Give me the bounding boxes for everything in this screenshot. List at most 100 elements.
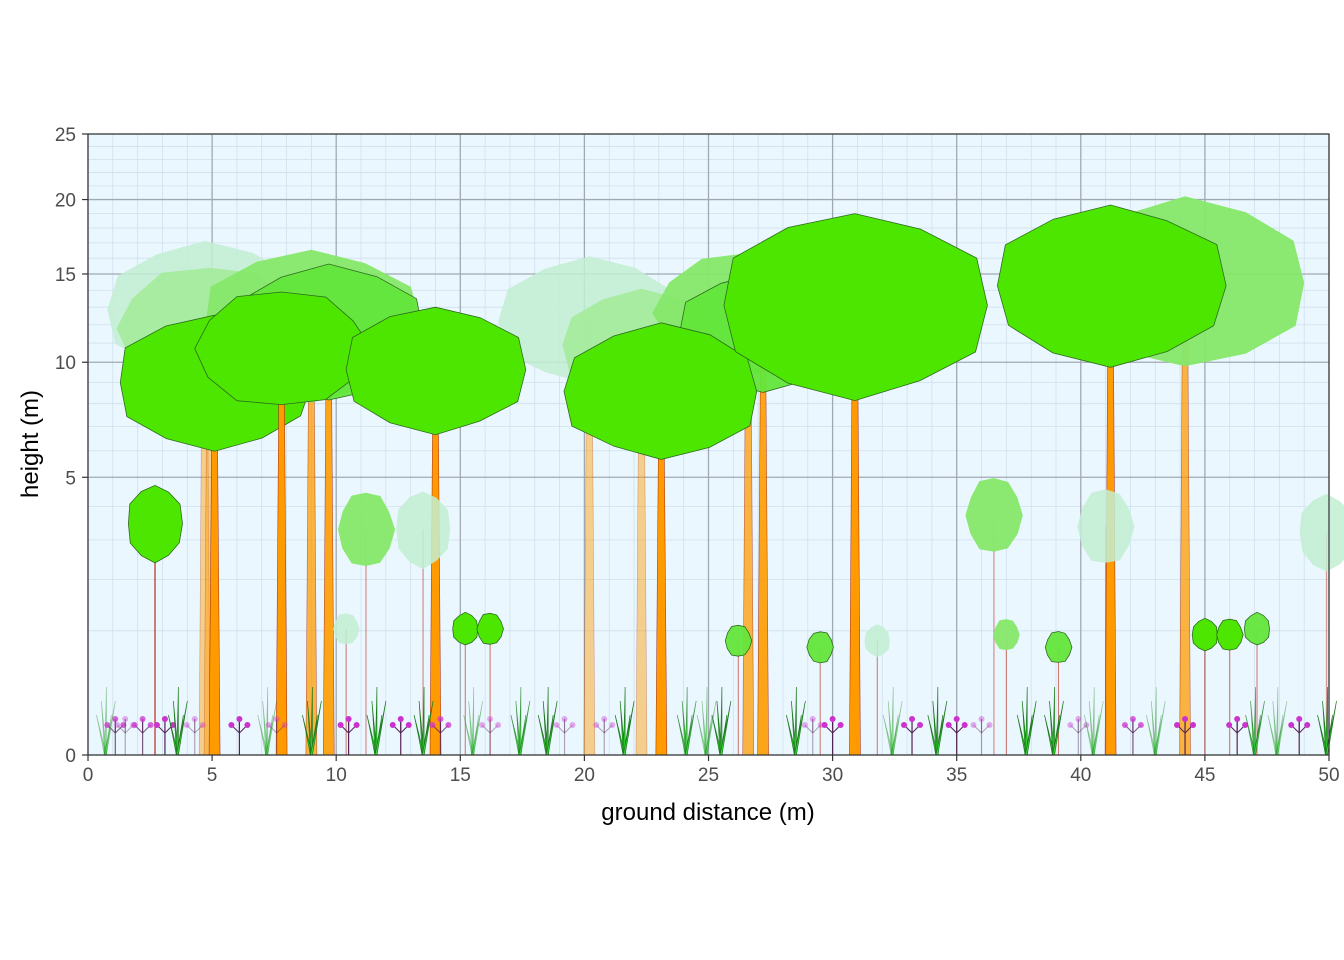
shrub-crown xyxy=(476,612,504,645)
grass-blade xyxy=(696,714,708,756)
grass-blade xyxy=(1275,700,1288,756)
grass xyxy=(463,686,484,756)
grass-blade xyxy=(1153,700,1166,756)
grass-blade xyxy=(96,714,107,756)
shrub xyxy=(864,624,890,755)
grass-blade xyxy=(1150,700,1157,756)
flower-head xyxy=(112,716,119,722)
x-tick-label: 0 xyxy=(83,765,94,786)
flower-head xyxy=(901,722,908,728)
grass-blade xyxy=(545,700,558,756)
grass-blade xyxy=(471,686,475,756)
grass xyxy=(676,686,697,756)
shrub-crown xyxy=(724,624,753,657)
grass-blade xyxy=(104,686,107,756)
grass-blade xyxy=(1145,714,1157,756)
flower-branch xyxy=(812,724,822,734)
flower-head xyxy=(437,716,444,722)
grass xyxy=(1016,686,1037,756)
grass-blade xyxy=(935,700,948,756)
flower xyxy=(429,716,452,755)
shrub-crown xyxy=(1191,617,1218,652)
flower-head xyxy=(970,722,977,728)
grass-blade xyxy=(374,686,378,756)
flower-head xyxy=(228,722,235,728)
grass xyxy=(413,686,434,756)
sapling-crown xyxy=(1299,493,1344,572)
flower-head xyxy=(405,722,412,728)
sapling xyxy=(338,492,396,755)
flower-head xyxy=(609,722,616,728)
x-tick-label: 40 xyxy=(1070,765,1091,786)
sapling-crown xyxy=(338,492,396,566)
grass xyxy=(1145,686,1166,756)
flower-head xyxy=(829,716,836,722)
flower-head xyxy=(183,722,190,728)
grass xyxy=(510,686,531,756)
flower-head xyxy=(1304,722,1311,728)
flower-head xyxy=(345,716,352,722)
grass-blade xyxy=(1091,686,1095,756)
x-tick-label: 25 xyxy=(698,765,719,786)
grass-blade xyxy=(1088,700,1095,756)
shrub xyxy=(1191,617,1218,755)
shrub-crown xyxy=(864,624,890,658)
flower-head xyxy=(104,722,111,728)
flower-branch xyxy=(564,724,573,734)
shrub xyxy=(476,612,504,755)
flower xyxy=(970,716,993,755)
shrub xyxy=(452,611,479,755)
grass-blade xyxy=(1091,700,1104,756)
flower-branch xyxy=(489,724,499,734)
flower-branch xyxy=(595,724,605,734)
grass-blade xyxy=(101,700,107,756)
flower xyxy=(131,716,154,755)
grass-blade xyxy=(684,686,688,756)
flower xyxy=(1226,716,1249,755)
shrub-crown xyxy=(452,611,479,646)
flower-branch xyxy=(481,724,491,734)
grass-blade xyxy=(704,686,708,756)
flower-head xyxy=(120,722,127,728)
flower-branch xyxy=(268,724,277,734)
grass-blade xyxy=(1024,686,1028,756)
grass-blade xyxy=(1024,700,1037,756)
grass-blade xyxy=(1044,714,1055,756)
x-tick-label: 30 xyxy=(822,765,843,786)
flower-branch xyxy=(981,724,990,734)
flower-head xyxy=(1129,716,1136,722)
grass-blade xyxy=(1153,686,1157,756)
flower xyxy=(337,716,360,755)
flower-head xyxy=(961,722,968,728)
tree-crown xyxy=(996,204,1227,368)
grass-blade xyxy=(309,700,322,756)
flower-branch xyxy=(186,724,196,734)
grass-blade xyxy=(793,700,806,756)
flower-head xyxy=(265,722,272,728)
shrub xyxy=(1044,631,1073,755)
x-tick-label: 10 xyxy=(326,765,347,786)
vegetation-layer xyxy=(96,196,1344,756)
grass-blade xyxy=(265,714,274,756)
grass xyxy=(1083,686,1104,756)
shrub-crown xyxy=(332,613,360,645)
flower-head xyxy=(569,722,576,728)
grass-blade xyxy=(1317,714,1328,756)
flower-head xyxy=(601,716,608,722)
flower-head xyxy=(429,722,436,728)
flower-head xyxy=(553,722,560,728)
flower-head xyxy=(147,722,154,728)
grass-blade xyxy=(310,686,313,756)
flower xyxy=(821,716,844,755)
flower-head xyxy=(479,722,486,728)
grass-blade xyxy=(701,700,708,756)
grass-blade xyxy=(103,700,116,756)
x-tick-label: 35 xyxy=(946,765,967,786)
grass-blade xyxy=(265,686,269,756)
flower-head xyxy=(487,716,494,722)
grass-blade xyxy=(1253,700,1265,756)
flower-branch xyxy=(124,724,134,734)
grass-blade xyxy=(719,700,732,756)
grass-blade xyxy=(103,714,112,756)
